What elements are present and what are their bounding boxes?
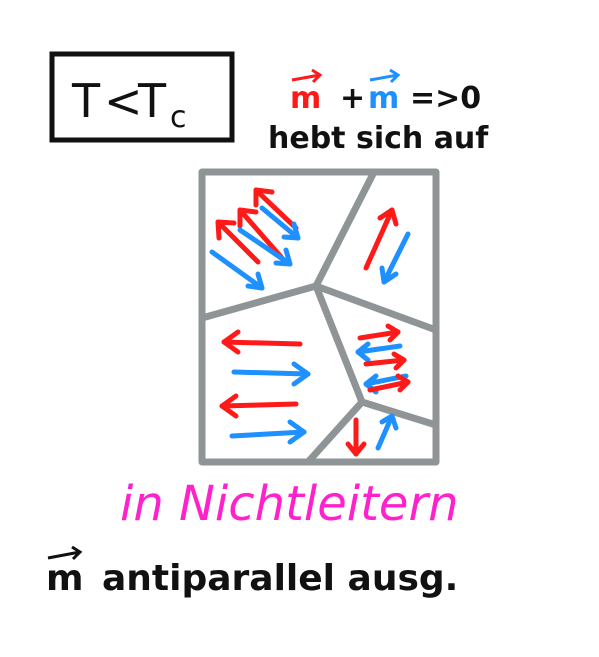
moment-arrow <box>345 417 367 457</box>
moment-arrow <box>237 207 285 261</box>
moment-arrow <box>215 219 261 265</box>
domain-diagram <box>198 168 440 466</box>
moment-arrow <box>355 341 403 363</box>
moment-arrow <box>209 249 265 291</box>
bottom-text: antiparallel ausg. <box>102 558 458 599</box>
vector-arrow-red-icon <box>291 68 323 84</box>
condition-frame <box>49 51 235 143</box>
condition-t: T <box>71 74 101 128</box>
condition-box: T < T c <box>49 51 235 143</box>
moment-arrow <box>237 227 293 267</box>
moment-arrow <box>231 361 311 387</box>
orientation-note: m antiparallel ausg. <box>46 545 458 599</box>
condition-op: < <box>104 74 143 128</box>
subtitle: hebt sich auf <box>268 121 489 156</box>
moment-arrow <box>221 329 303 355</box>
moment-arrow <box>253 187 299 231</box>
moment-arrow <box>229 419 307 445</box>
vector-plus: + <box>340 81 365 116</box>
moment-arrow <box>259 205 301 241</box>
bottom-vector-m: m <box>46 558 84 599</box>
moment-arrow <box>367 373 411 393</box>
moment-arrow <box>375 413 399 451</box>
vector-m-blue: m <box>368 81 399 116</box>
equation-result: =>0 <box>410 81 481 116</box>
domain-wall-bottom <box>305 399 365 465</box>
moment-arrow <box>379 231 411 285</box>
domain-wall-mid <box>314 282 438 334</box>
magnetic-moments <box>209 187 411 457</box>
vector-arrow-blue-icon <box>369 68 401 84</box>
bottom-vector-arrow-icon <box>47 545 83 561</box>
moment-arrow <box>363 207 399 271</box>
moment-arrow <box>219 393 299 419</box>
material-label: in Nichtleitern <box>120 476 459 532</box>
moment-arrow <box>357 323 401 343</box>
vector-equation: m + m =>0 <box>290 68 481 116</box>
moment-arrow <box>363 351 407 371</box>
vector-m-red: m <box>290 81 321 116</box>
condition-tc-sub: c <box>170 100 187 135</box>
condition-tc: T <box>137 74 167 128</box>
